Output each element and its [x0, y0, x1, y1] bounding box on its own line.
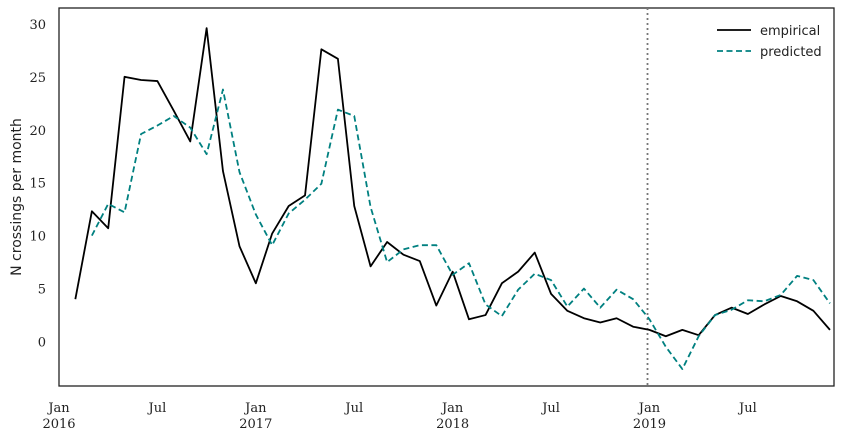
y-tick-label-10: 10 [29, 230, 46, 245]
x-tick-label-1: Jul [147, 401, 167, 416]
y-tick-label-0: 0 [38, 336, 46, 351]
x-tick-year-0: 2016 [42, 417, 75, 432]
y-tick-label-15: 15 [29, 177, 46, 192]
y-axis-label: N crossings per month [9, 118, 25, 276]
x-tick-label-6: Jan [637, 401, 661, 416]
x-tick-year-2: 2017 [239, 417, 272, 432]
x-tick-label-7: Jul [737, 401, 757, 416]
series-line-empirical [74, 27, 831, 338]
x-tick-label-4: Jan [440, 401, 464, 416]
legend-label-empirical: empirical [760, 24, 820, 39]
legend-label-predicted: predicted [760, 45, 822, 60]
x-tick-year-6: 2019 [633, 417, 666, 432]
x-tick-label-0: Jan [46, 401, 70, 416]
y-tick-label-25: 25 [29, 71, 46, 86]
legend: empirical predicted [717, 24, 822, 60]
y-tick-label-20: 20 [29, 124, 46, 139]
x-tick-label-3: Jul [343, 401, 363, 416]
series-layer [74, 27, 831, 370]
x-tick-label-5: Jul [540, 401, 560, 416]
y-tick-label-30: 30 [29, 18, 46, 33]
x-tick-label-2: Jan [243, 401, 267, 416]
y-tick-label-5: 5 [38, 283, 46, 298]
x-tick-year-4: 2018 [436, 417, 469, 432]
series-line-predicted [91, 88, 831, 370]
plot-frame [58, 7, 835, 387]
y-axis-ticks: 0 5 10 15 20 25 30 [29, 18, 46, 351]
